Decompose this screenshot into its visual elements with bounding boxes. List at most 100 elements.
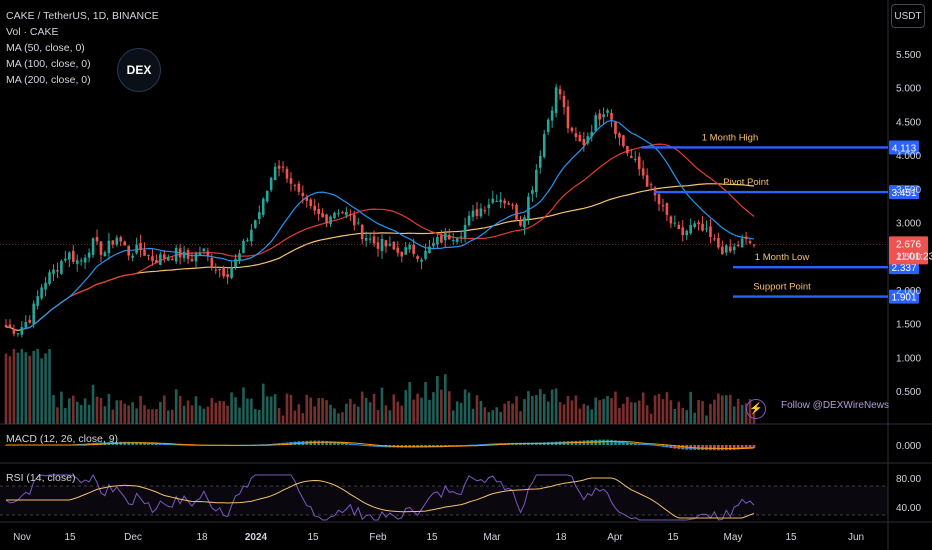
price-tick: 2.500: [896, 252, 921, 263]
candle-body: [281, 166, 285, 168]
macd-hist: [709, 445, 712, 451]
candle-body: [542, 134, 546, 157]
candle-body: [673, 222, 677, 224]
macd-hist: [333, 441, 336, 445]
volume-bar: [139, 395, 142, 424]
candle-body: [507, 203, 510, 205]
volume-bar: [689, 391, 692, 424]
level-tag-value: 3.451: [891, 188, 916, 199]
volume-bar: [491, 410, 495, 424]
candle-body: [705, 228, 708, 230]
macd-hist: [701, 445, 704, 451]
candle-body: [341, 212, 344, 214]
volume-bar: [618, 407, 621, 424]
volume-bar: [416, 393, 419, 424]
volume-bar: [697, 400, 700, 424]
volume-bar: [649, 413, 653, 424]
candle-body: [495, 200, 499, 202]
candle-body: [119, 237, 123, 242]
volume-bar: [206, 406, 210, 424]
currency-button[interactable]: USDT: [891, 4, 925, 28]
lightning-icon[interactable]: ⚡: [746, 399, 766, 419]
candle-body: [32, 303, 36, 325]
macd-label[interactable]: MACD (12, 26, close, 9): [6, 433, 119, 445]
candle-body: [95, 237, 99, 242]
symbol-title[interactable]: CAKE / TetherUS, 1D, BINANCE: [6, 10, 159, 22]
ma100-legend[interactable]: MA (100, close, 0): [6, 58, 91, 70]
ma50-legend[interactable]: MA (50, close, 0): [6, 42, 85, 54]
candle-body: [499, 199, 503, 203]
candle-body: [309, 199, 313, 207]
candle-body: [519, 220, 522, 226]
candle-body: [131, 255, 134, 258]
candle-body: [582, 138, 586, 145]
price-tick: 3.500: [896, 185, 921, 196]
volume-bar: [606, 396, 609, 424]
volume-bar: [523, 399, 526, 424]
time-tick: 15: [64, 532, 76, 543]
candle-body: [562, 95, 566, 108]
macd-signal-line: [6, 440, 755, 450]
volume-bar: [178, 395, 182, 424]
candle-body: [356, 222, 360, 224]
candle-body: [12, 328, 16, 334]
candle-body: [285, 168, 289, 179]
price-tick: 3.000: [896, 219, 921, 230]
candle-body: [107, 240, 111, 254]
dex-logo: DEX: [117, 48, 161, 92]
volume-bar: [313, 406, 316, 424]
candle-body: [566, 106, 570, 129]
volume-bar: [166, 410, 170, 424]
volume-bar: [558, 402, 562, 424]
volume-bar: [535, 395, 538, 424]
candle-body: [364, 238, 368, 241]
volume-bar: [527, 391, 530, 424]
level-label: 1 Month Low: [755, 252, 810, 263]
volume-bar: [542, 393, 546, 424]
candle-body: [444, 233, 447, 241]
volume-bar: [598, 400, 601, 424]
volume-bar: [519, 411, 522, 424]
candle-body: [614, 122, 617, 134]
price-tick: 4.500: [896, 117, 921, 128]
ma200-legend[interactable]: MA (200, close, 0): [6, 74, 91, 86]
volume-bar: [242, 387, 245, 424]
candle-body: [455, 238, 459, 242]
candle-body: [701, 223, 704, 231]
candle-body: [8, 324, 12, 328]
candle-body: [87, 252, 91, 258]
rsi-label[interactable]: RSI (14, close): [6, 472, 76, 484]
candle-body: [368, 238, 372, 240]
volume-legend[interactable]: Vol · CAKE: [6, 26, 59, 38]
candle-body: [570, 127, 574, 132]
candle-body: [697, 222, 700, 225]
candle-body: [147, 255, 150, 257]
candle-body: [693, 223, 696, 227]
level-tag-value: 1.901: [891, 293, 916, 304]
candle-body: [721, 246, 724, 255]
volume-bar: [724, 395, 728, 424]
volume-bar: [487, 412, 491, 424]
volume-bar: [645, 405, 649, 424]
price-tag-value: 2.676: [896, 239, 921, 250]
macd-hist: [740, 445, 744, 450]
candle-body: [475, 209, 479, 216]
candle-body: [352, 214, 356, 226]
candle-body: [661, 205, 665, 207]
volume-bar: [653, 395, 657, 424]
macd-hist: [321, 440, 324, 445]
time-tick: Feb: [369, 532, 387, 543]
time-tick: Dec: [124, 532, 142, 543]
macd-pane: [4, 439, 756, 451]
candle-body: [436, 237, 439, 245]
price-tag: [889, 236, 928, 265]
candle-body: [491, 198, 495, 203]
candle-body: [511, 204, 514, 206]
candle-body: [135, 244, 138, 254]
volume-bar: [349, 398, 352, 424]
candle-body: [210, 257, 214, 268]
volume-bar: [531, 396, 534, 424]
candle-body: [626, 145, 629, 154]
candle-body: [40, 287, 43, 299]
